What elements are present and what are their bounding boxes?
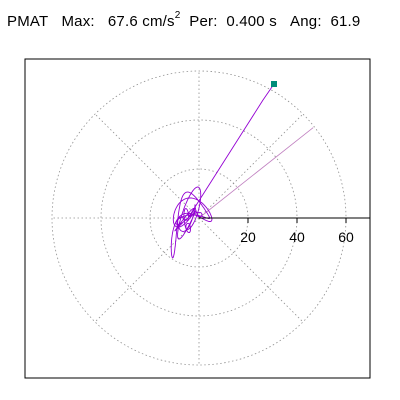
title-max-value: 67.6 [107,13,138,30]
chart-title: PMAT Max: 67.6 cm/s2 Per: 0.400 s Ang: 6… [7,10,361,30]
orbit-path [170,83,275,259]
radial-tick-label-40: 40 [289,229,305,245]
grid-spoke-45 [198,113,304,219]
peak-marker [271,81,277,87]
radial-tick-label-20: 20 [240,229,256,245]
title-max-unit: cm/s [142,13,175,30]
peak-direction-line [198,127,314,219]
orbit-trace [170,83,275,259]
title-ang-label: Ang: [290,13,322,30]
grid-spoke-315 [198,217,304,323]
radial-tick-labels: 20 40 60 [240,229,354,245]
radial-axis [199,217,370,223]
radial-tick-label-60: 60 [338,229,354,245]
title-max-unit-exp: 2 [174,10,181,21]
title-label: PMAT [7,13,49,30]
grid-spoke-135 [94,113,200,219]
title-ang-value: 61.9 [330,13,361,30]
grid-spoke-225 [94,217,200,323]
title-per-value: 0.400 s [226,13,277,30]
title-max-label: Max: [61,13,95,30]
title-per-label: Per: [189,13,218,30]
peak-marker-group [271,81,277,87]
